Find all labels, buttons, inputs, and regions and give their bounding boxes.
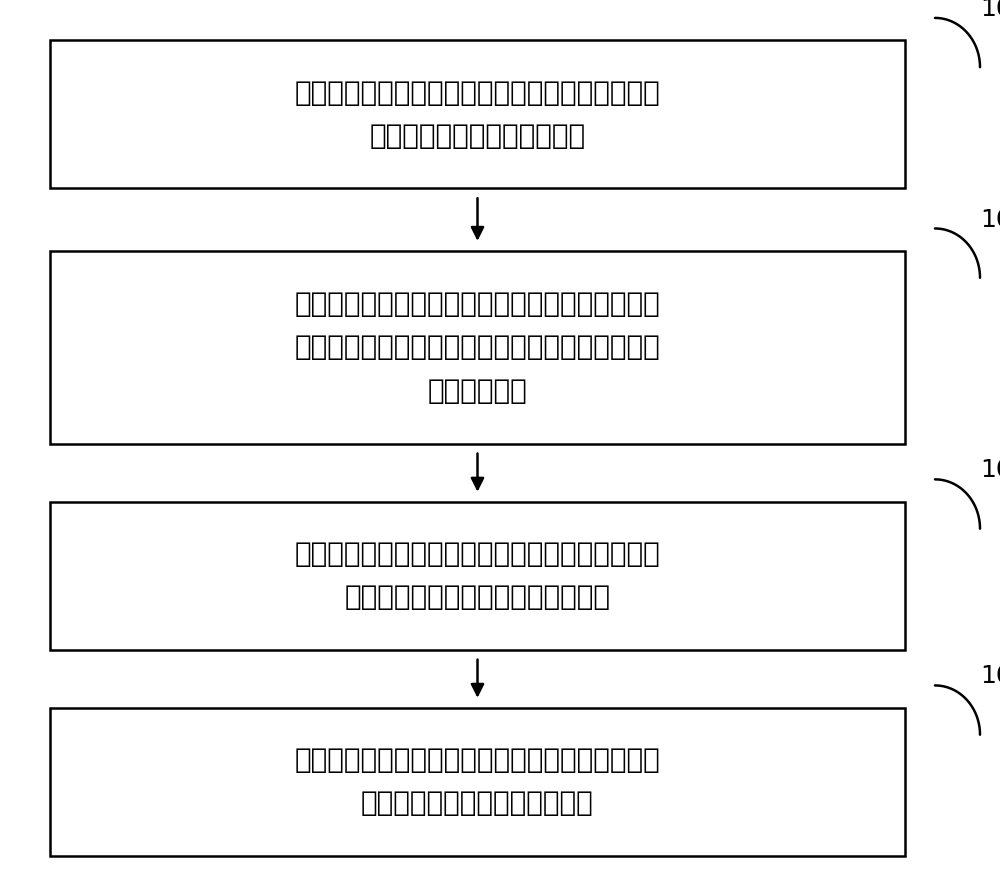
Bar (50, 251, 905, 444)
Text: 104: 104 (980, 665, 1000, 688)
Bar (50, 708, 905, 856)
Text: 102: 102 (980, 208, 1000, 231)
Text: 103: 103 (980, 459, 1000, 482)
Text: 根据血管中心线以及各所述中心线数据进行处理后
，得到支架的名义直径以及名义长度: 根据血管中心线以及各所述中心线数据进行处理后 ，得到支架的名义直径以及名义长度 (295, 540, 660, 611)
Text: 101: 101 (980, 0, 1000, 21)
Bar (50, 502, 905, 650)
Text: 根据所述支架的名义直径以及名义长度在预设的支
架数据库中获取匹配的支架型号: 根据所述支架的名义直径以及名义长度在预设的支 架数据库中获取匹配的支架型号 (295, 746, 660, 817)
Text: 获取所述三维血管模型中目标区域，并提取目标区
域中的血管中心线以及所述血管中心线上各点的多
个中心线数据: 获取所述三维血管模型中目标区域，并提取目标区 域中的血管中心线以及所述血管中心线… (295, 289, 660, 405)
Text: 获取与颅内动脉血管相关的影像数据，通过对影像
数据的处理构建三维血管模型: 获取与颅内动脉血管相关的影像数据，通过对影像 数据的处理构建三维血管模型 (295, 79, 660, 150)
Bar (50, 40, 905, 188)
